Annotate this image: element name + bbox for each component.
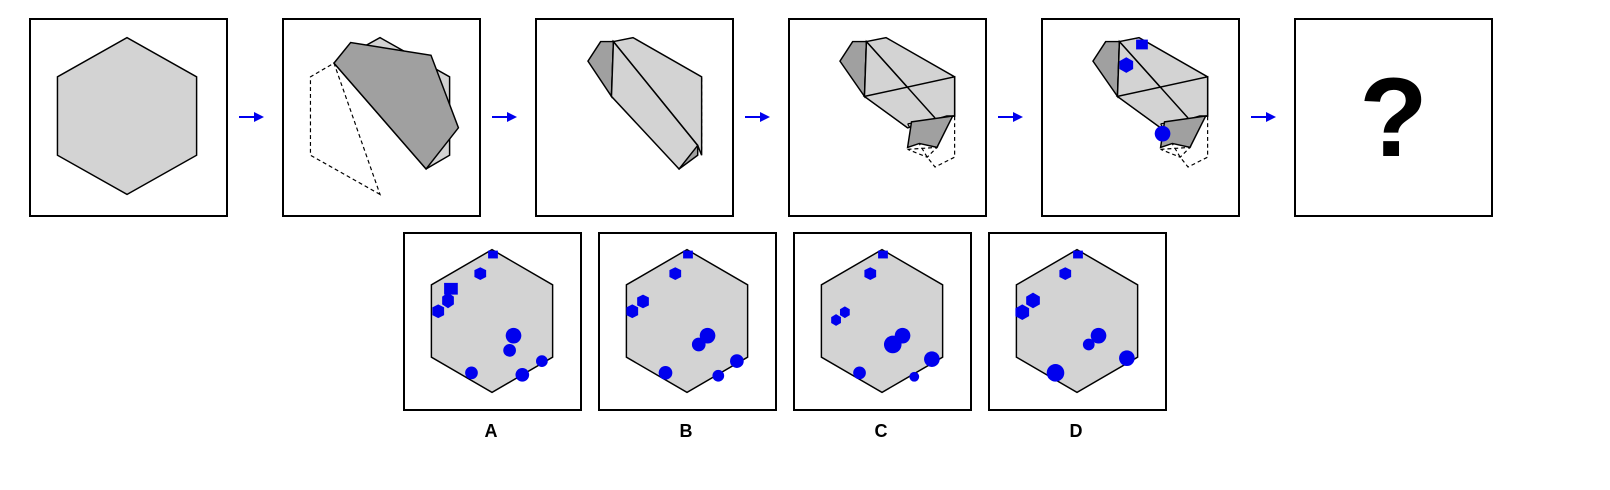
option-c-unfolded — [820, 248, 944, 394]
option-b-unfolded — [625, 248, 749, 394]
first-fold — [309, 36, 460, 196]
step-4-panel — [788, 18, 987, 217]
option-c-panel[interactable] — [793, 232, 972, 411]
option-b-panel[interactable] — [598, 232, 777, 411]
step-1-panel — [29, 18, 228, 217]
third-fold — [839, 36, 956, 168]
option-c-label[interactable]: C — [874, 421, 888, 441]
arrow-right-icon — [491, 109, 519, 130]
square-hole — [1136, 39, 1148, 50]
option-d-panel[interactable] — [988, 232, 1167, 411]
circle-hole — [1154, 125, 1171, 142]
question-mark: ? — [1359, 54, 1428, 180]
arrow-right-icon — [1250, 109, 1278, 130]
arrow-right-icon — [238, 109, 266, 130]
hexagon-paper — [56, 36, 198, 196]
option-b-label[interactable]: B — [679, 421, 693, 441]
step-2-panel — [282, 18, 481, 217]
step-5-panel — [1041, 18, 1240, 217]
option-a-label[interactable]: A — [484, 421, 498, 441]
arrow-right-icon — [744, 109, 772, 130]
option-a-unfolded — [430, 248, 554, 394]
punched-fold — [1092, 36, 1209, 168]
step-3-panel — [535, 18, 734, 217]
hexagon-hole — [1119, 57, 1134, 73]
second-fold — [587, 36, 703, 171]
option-a-panel[interactable] — [403, 232, 582, 411]
question-panel: ? — [1294, 18, 1493, 217]
option-d-unfolded — [1015, 248, 1139, 394]
arrow-right-icon — [997, 109, 1025, 130]
option-d-label[interactable]: D — [1069, 421, 1083, 441]
